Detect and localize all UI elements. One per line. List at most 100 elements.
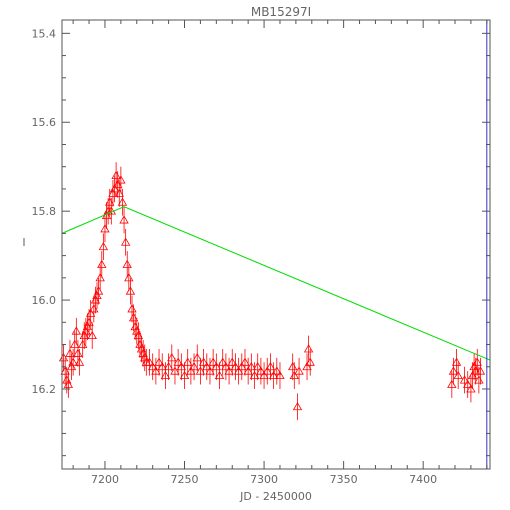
triangle-marker <box>100 224 110 233</box>
x-tick-label: 7300 <box>250 473 278 486</box>
triangle-marker <box>151 366 161 375</box>
triangle-marker <box>120 237 131 246</box>
data-point <box>246 353 257 381</box>
data-point <box>259 362 269 389</box>
data-point <box>89 295 99 323</box>
data-point <box>71 317 82 345</box>
data-point <box>93 277 104 305</box>
axes: 7200 7250 7300 7350 7400 15.4 15.6 15.8 16.0 16.2 <box>32 20 490 486</box>
triangle-marker <box>119 215 129 224</box>
data-point <box>453 362 463 389</box>
triangle-marker <box>246 361 257 371</box>
data-point <box>256 357 266 385</box>
data-point <box>81 317 91 345</box>
data-point <box>472 348 482 376</box>
triangle-marker <box>117 197 128 206</box>
triangle-marker <box>108 188 118 197</box>
data-point <box>151 357 161 385</box>
triangle-marker <box>208 357 218 366</box>
data-point <box>124 264 134 292</box>
data-point <box>179 362 190 389</box>
data-point <box>272 357 282 385</box>
triangle-marker <box>125 286 136 295</box>
data-point <box>125 277 136 305</box>
data-point <box>144 348 155 376</box>
data-point <box>448 357 459 385</box>
data-point <box>160 362 171 389</box>
data-point <box>79 322 89 349</box>
triangle-marker <box>92 290 102 300</box>
triangle-marker <box>249 370 260 380</box>
triangle-marker <box>205 366 215 375</box>
data-point <box>70 331 80 358</box>
triangle-marker <box>105 197 115 206</box>
data-point <box>173 348 183 376</box>
triangle-marker <box>60 366 70 375</box>
triangle-marker <box>160 370 171 380</box>
data-point <box>265 353 276 381</box>
x-axis-title: JD - 2450000 <box>239 490 312 503</box>
triangle-marker <box>451 357 462 366</box>
triangle-marker <box>459 375 470 384</box>
data-point <box>214 362 225 389</box>
data-point <box>176 353 187 381</box>
triangle-marker <box>474 375 484 384</box>
plot-frame <box>61 19 491 470</box>
data-point <box>109 175 120 203</box>
data-point <box>198 348 209 376</box>
data-point <box>243 357 253 385</box>
triangle-marker <box>466 384 476 393</box>
triangle-marker <box>198 357 209 366</box>
data-point <box>262 357 272 385</box>
triangle-marker <box>294 366 304 375</box>
data-point <box>117 188 128 216</box>
triangle-marker <box>148 361 158 371</box>
data-point <box>218 348 228 376</box>
triangle-marker <box>243 366 253 375</box>
data-point <box>65 340 75 367</box>
data-point <box>474 366 484 394</box>
data-point <box>237 353 247 381</box>
triangle-marker <box>470 366 481 375</box>
triangle-marker <box>472 357 482 366</box>
triangle-marker <box>163 361 174 371</box>
triangle-marker <box>128 313 139 322</box>
triangle-marker <box>74 357 85 366</box>
data-point <box>163 353 174 381</box>
data-point <box>224 357 234 385</box>
triangle-marker <box>179 370 190 380</box>
data-point <box>157 353 167 381</box>
data-point <box>105 188 115 216</box>
data-point <box>205 357 215 385</box>
data-point <box>66 353 77 381</box>
triangle-marker <box>259 370 269 380</box>
data-point <box>275 362 285 389</box>
triangle-marker <box>68 357 78 366</box>
triangle-marker <box>475 366 486 375</box>
plot-area <box>58 162 491 421</box>
model-line <box>61 206 491 361</box>
triangle-marker <box>268 370 279 380</box>
triangle-marker <box>265 361 276 371</box>
data-point <box>292 393 303 421</box>
triangle-marker <box>305 357 315 366</box>
triangle-marker <box>82 321 93 331</box>
triangle-marker <box>233 366 244 375</box>
triangle-marker <box>124 273 134 282</box>
data-point <box>294 357 304 385</box>
triangle-marker <box>90 295 101 304</box>
triangle-marker <box>144 357 155 366</box>
data-point <box>148 353 158 381</box>
triangle-marker <box>79 330 89 340</box>
data-point <box>112 171 123 198</box>
y-tick-label: 15.4 <box>32 27 57 40</box>
triangle-marker <box>202 361 212 371</box>
triangle-marker <box>292 401 303 411</box>
triangle-marker <box>186 366 196 375</box>
triangle-marker <box>448 366 459 375</box>
triangle-marker <box>453 370 463 380</box>
data-point <box>463 371 473 398</box>
triangle-marker <box>154 357 164 366</box>
triangle-marker <box>302 361 312 371</box>
